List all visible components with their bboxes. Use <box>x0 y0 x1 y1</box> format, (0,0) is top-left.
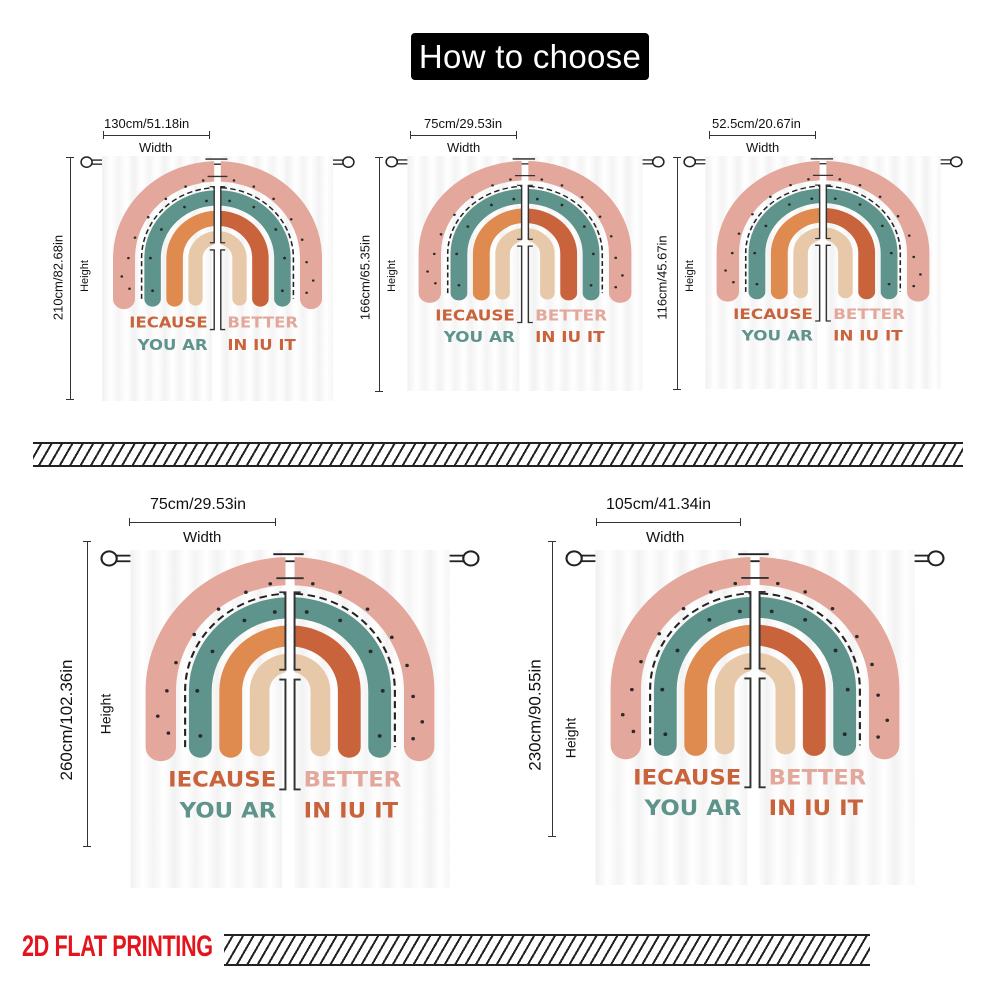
width-dimension-line <box>709 131 816 139</box>
flat-printing-label: 2D FLAT PRINTING <box>22 930 213 963</box>
width-value: 130cm/51.18in <box>104 116 190 131</box>
height-value: 116cm/45.67in <box>654 235 670 320</box>
height-value: 260cm/102.36in <box>57 659 76 781</box>
width-dimension-line <box>103 131 210 139</box>
height-value: 230cm/90.55in <box>525 659 545 771</box>
width-dimension-line <box>129 518 276 526</box>
height-dimension-line <box>83 541 91 847</box>
height-dimension-line <box>375 157 383 392</box>
width-label: Width <box>646 529 685 546</box>
curtain-illustration <box>565 550 945 885</box>
height-dimension-line <box>673 157 681 390</box>
width-value: 75cm/29.53in <box>424 116 503 131</box>
bottom-rod-divider <box>224 934 870 966</box>
curtain-illustration <box>385 156 665 391</box>
width-label: Width <box>746 140 780 155</box>
width-value: 105cm/41.34in <box>606 496 711 513</box>
height-dimension-line <box>66 157 74 400</box>
curtain-illustration <box>100 550 480 888</box>
width-label: Width <box>139 140 173 155</box>
height-dimension-line <box>548 541 556 837</box>
title-badge: How to choose <box>411 33 649 80</box>
curtain-illustration <box>683 156 963 389</box>
height-value: 210cm/82.68in <box>50 234 66 321</box>
width-value: 52.5cm/20.67in <box>712 116 801 131</box>
curtain-illustration <box>80 156 355 401</box>
page-title: How to choose <box>418 37 642 75</box>
width-value: 75cm/29.53in <box>150 496 247 513</box>
width-dimension-line <box>596 518 741 526</box>
width-dimension-line <box>410 131 517 139</box>
width-label: Width <box>447 140 481 155</box>
curtain-rod-divider <box>33 442 963 467</box>
height-value: 166cm/65.35in <box>357 234 373 321</box>
width-label: Width <box>183 529 222 546</box>
